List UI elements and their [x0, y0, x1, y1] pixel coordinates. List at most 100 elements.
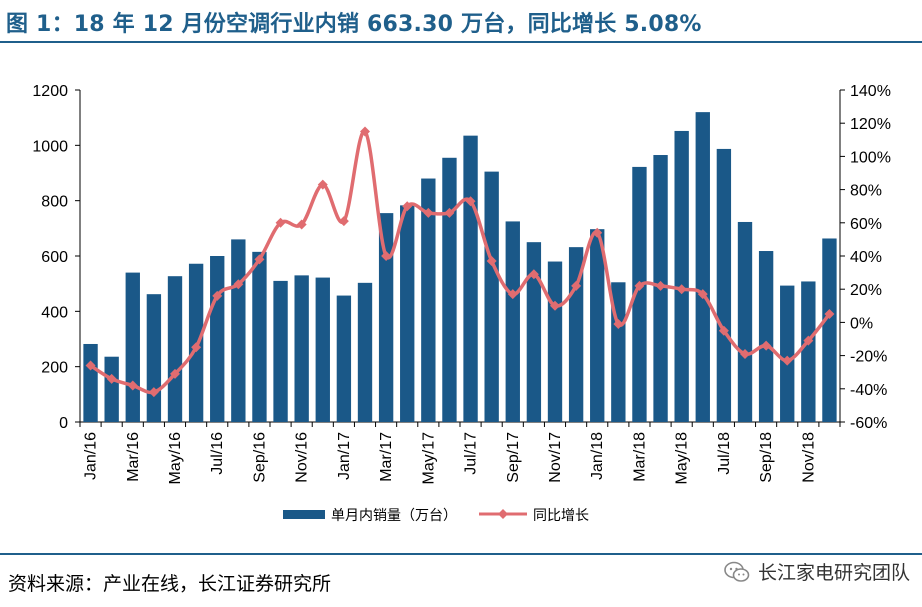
- x-axis-tick-label: Sep/16: [251, 432, 268, 483]
- yoy-growth-marker: [254, 254, 265, 265]
- bar: [632, 166, 647, 422]
- yoy-growth-marker: [317, 179, 328, 190]
- bar: [252, 251, 267, 422]
- right-axis-tick-label: 40%: [850, 249, 882, 266]
- right-axis-tick-label: 20%: [850, 282, 882, 299]
- yoy-growth-marker: [296, 219, 307, 230]
- right-axis-tick-label: 60%: [850, 216, 882, 233]
- bar: [336, 295, 352, 422]
- bar: [505, 221, 520, 422]
- right-axis-tick-label: -20%: [850, 349, 887, 366]
- right-axis-tick-label: 80%: [850, 183, 882, 200]
- yoy-growth-marker: [761, 340, 772, 351]
- bar: [146, 294, 162, 422]
- bar: [273, 280, 288, 422]
- watermark: 长江家电研究团队: [724, 558, 910, 585]
- x-axis-tick-label: May/16: [167, 432, 184, 485]
- x-axis-tick-label: Sep/17: [505, 432, 522, 483]
- x-axis-tick-label: Jul/17: [463, 432, 480, 475]
- left-axis-tick-label: 200: [41, 360, 68, 377]
- yoy-growth-marker: [191, 342, 202, 353]
- left-axis-tick-label: 0: [59, 415, 68, 432]
- source-note: 资料来源：产业在线，长江证券研究所: [8, 573, 332, 595]
- bar: [780, 285, 795, 422]
- bar: [315, 277, 330, 422]
- x-axis-tick-label: Nov/16: [294, 432, 311, 483]
- bar: [547, 261, 563, 422]
- yoy-growth-marker: [676, 284, 687, 295]
- bar: [210, 256, 225, 422]
- yoy-growth-marker: [824, 308, 835, 319]
- bar: [442, 157, 457, 422]
- bar: [125, 272, 140, 422]
- bar: [104, 356, 119, 422]
- yoy-growth-marker: [782, 355, 793, 366]
- chart-legend: 单月内销量（万台） 同比增长: [283, 508, 589, 524]
- x-axis-tick-label: Mar/18: [631, 432, 648, 482]
- yoy-growth-marker: [655, 280, 666, 291]
- x-axis-tick-label: Jan/17: [336, 432, 353, 480]
- yoy-growth-marker: [338, 216, 349, 227]
- legend-label-bar: 单月内销量（万台）: [331, 508, 457, 524]
- legend-label-line: 同比增长: [533, 508, 589, 524]
- bar: [758, 251, 774, 422]
- x-axis-tick-label: Jul/16: [209, 432, 226, 475]
- left-axis-tick-label: 600: [41, 249, 68, 266]
- yoy-growth-marker: [740, 348, 750, 359]
- watermark-text: 长江家电研究团队: [757, 562, 910, 584]
- x-axis-tick-label: Mar/16: [125, 432, 142, 482]
- x-axis-tick-label: Sep/18: [758, 432, 775, 483]
- bar: [484, 171, 499, 422]
- x-axis-tick-label: Mar/17: [378, 432, 395, 482]
- x-axis-tick-label: Jan/18: [589, 432, 606, 480]
- bar: [378, 213, 394, 422]
- yoy-growth-marker: [571, 280, 582, 291]
- bar: [822, 238, 837, 422]
- x-axis-tick-label: Nov/18: [800, 432, 817, 483]
- yoy-growth-marker: [465, 196, 476, 207]
- yoy-growth-marker: [212, 290, 223, 301]
- bar: [716, 148, 732, 422]
- sales-chart: 0 200 400 600 800 1000 1200 -60% -40% -20% 0% 20% 40…: [32, 83, 891, 524]
- right-axis-tick-label: 120%: [850, 116, 891, 133]
- right-axis-tick-label: 0%: [850, 315, 873, 332]
- bar: [83, 343, 98, 422]
- bar: [463, 135, 478, 422]
- yoy-growth-marker: [528, 269, 539, 280]
- x-axis-tick-label: Jan/16: [83, 432, 100, 480]
- yoy-growth-marker: [106, 373, 117, 384]
- yoy-growth-marker: [233, 279, 244, 290]
- left-axis-tick-label: 1200: [32, 83, 68, 100]
- bar: [590, 229, 605, 422]
- yoy-growth-marker: [381, 251, 392, 261]
- wechat-icon: [724, 561, 750, 582]
- left-axis-tick-label: 1000: [32, 138, 68, 155]
- bar: [357, 282, 373, 422]
- x-axis-tick-label: May/17: [420, 432, 437, 485]
- bar: [421, 178, 436, 422]
- yoy-growth-marker: [697, 289, 708, 300]
- title-divider: [0, 41, 922, 43]
- bar: [294, 275, 309, 422]
- legend-swatch-marker: [498, 509, 508, 519]
- bar: [400, 205, 415, 422]
- x-axis-tick-label: May/18: [674, 432, 691, 485]
- right-axis-tick-label: -60%: [850, 415, 887, 432]
- yoy-growth-marker: [803, 335, 814, 346]
- chart-title: 图 1：18 年 12 月份空调行业内销 663.30 万台，同比增长 5.08…: [6, 12, 702, 37]
- yoy-growth-marker: [423, 207, 434, 218]
- bar: [674, 130, 689, 422]
- yoy-growth-marker: [592, 227, 603, 238]
- yoy-growth-marker: [127, 380, 138, 391]
- x-axis-tick-label: Nov/17: [547, 432, 564, 483]
- yoy-growth-marker: [170, 368, 180, 379]
- bar: [167, 276, 183, 422]
- yoy-growth-marker: [275, 217, 286, 228]
- left-axis-tick-label: 400: [41, 304, 68, 321]
- right-axis-tick-label: 140%: [850, 83, 891, 100]
- yoy-growth-marker: [444, 207, 455, 218]
- bar: [737, 221, 753, 422]
- left-axis-tick-label: 800: [41, 194, 68, 211]
- yoy-growth-marker: [613, 319, 624, 330]
- bar: [695, 112, 710, 422]
